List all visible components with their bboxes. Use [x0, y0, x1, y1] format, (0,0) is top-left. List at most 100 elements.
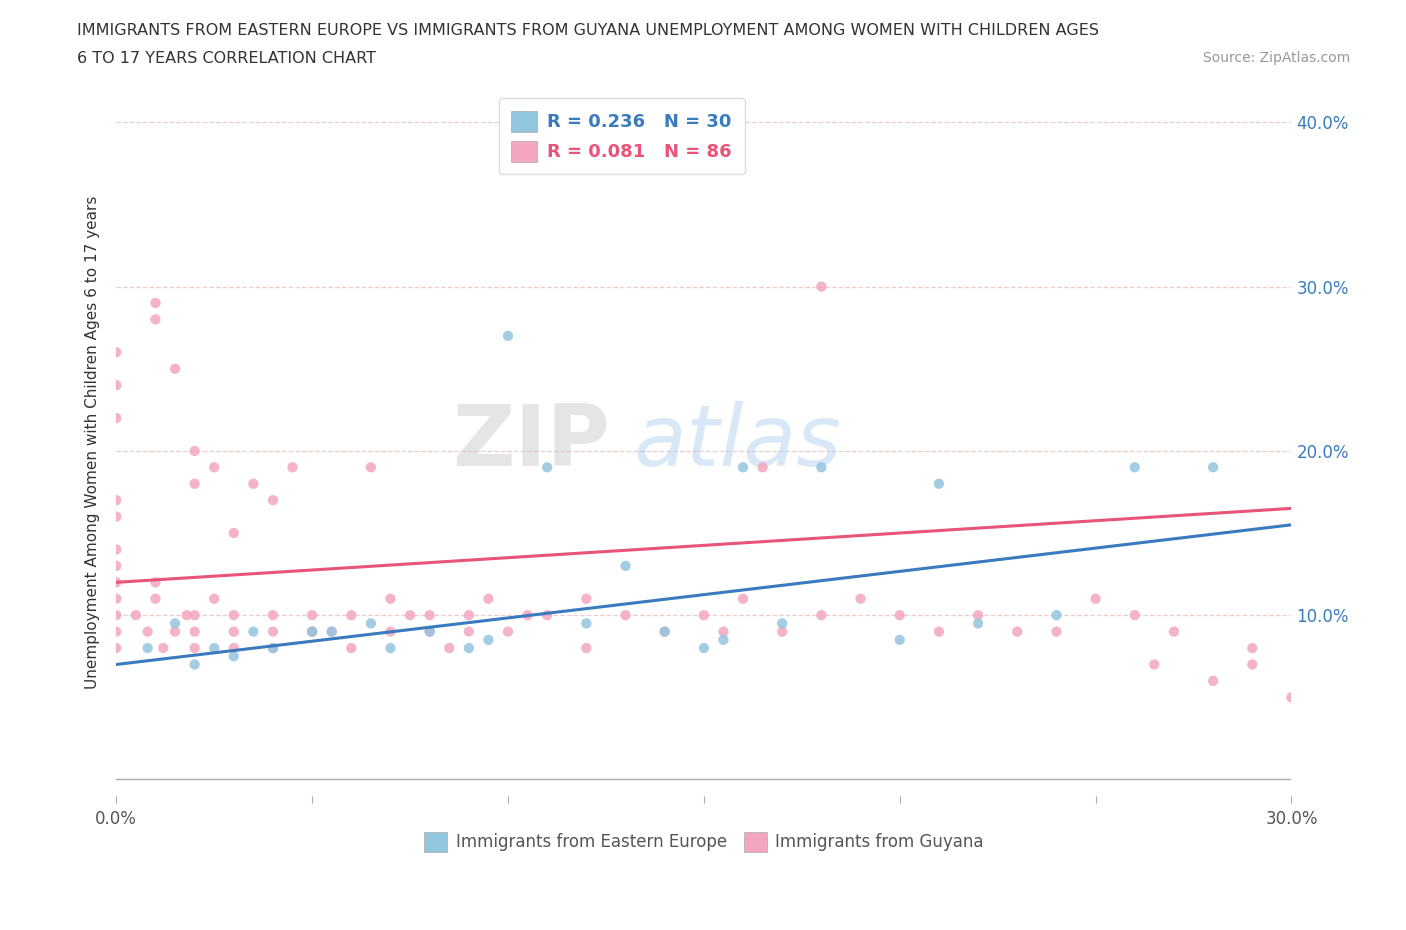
Point [176, 607, 198, 622]
Point [419, 607, 441, 622]
Y-axis label: Unemployment Among Women with Children Ages 6 to 17 years: Unemployment Among Women with Children A… [86, 196, 100, 689]
Point [380, 591, 402, 606]
Point [105, 575, 128, 590]
Point [105, 641, 128, 656]
Point [183, 444, 205, 458]
Point [477, 632, 499, 647]
Point [202, 459, 225, 474]
Point [136, 641, 159, 656]
Point [889, 632, 911, 647]
Point [1241, 641, 1264, 656]
Point [105, 558, 128, 573]
Point [575, 616, 598, 631]
Point [1241, 657, 1264, 671]
Point [262, 607, 284, 622]
Point [136, 624, 159, 639]
Point [457, 607, 479, 622]
Point [889, 607, 911, 622]
Point [262, 641, 284, 656]
Point [145, 575, 167, 590]
Text: 6 TO 17 YEARS CORRELATION CHART: 6 TO 17 YEARS CORRELATION CHART [77, 51, 377, 66]
Point [340, 607, 363, 622]
Point [105, 624, 128, 639]
Point [1045, 624, 1067, 639]
Point [105, 345, 128, 360]
Point [731, 459, 754, 474]
Point [145, 591, 167, 606]
Point [457, 641, 479, 656]
Point [242, 476, 264, 491]
Point [222, 525, 245, 540]
Point [105, 378, 128, 392]
Point [575, 591, 598, 606]
Point [262, 624, 284, 639]
Point [928, 624, 950, 639]
Point [439, 641, 461, 656]
Point [1202, 673, 1225, 688]
Text: IMMIGRANTS FROM EASTERN EUROPE VS IMMIGRANTS FROM GUYANA UNEMPLOYMENT AMONG WOME: IMMIGRANTS FROM EASTERN EUROPE VS IMMIGR… [77, 23, 1099, 38]
Point [770, 624, 793, 639]
Point [163, 616, 186, 631]
Point [399, 607, 422, 622]
Point [477, 591, 499, 606]
Point [360, 459, 382, 474]
Point [183, 607, 205, 622]
Point [301, 624, 323, 639]
Point [281, 459, 304, 474]
Text: ZIP: ZIP [453, 401, 610, 485]
Point [967, 616, 990, 631]
Point [380, 624, 402, 639]
Point [1007, 624, 1029, 639]
Point [810, 607, 832, 622]
Point [654, 624, 676, 639]
Point [183, 657, 205, 671]
Point [693, 641, 716, 656]
Point [380, 641, 402, 656]
Point [654, 624, 676, 639]
Point [731, 591, 754, 606]
Point [222, 641, 245, 656]
Point [713, 624, 735, 639]
Point [614, 607, 637, 622]
Point [202, 591, 225, 606]
Point [105, 607, 128, 622]
Point [536, 459, 558, 474]
Point [1143, 657, 1166, 671]
Point [496, 328, 519, 343]
Point [301, 607, 323, 622]
Point [614, 558, 637, 573]
Point [183, 476, 205, 491]
Point [1084, 591, 1107, 606]
Point [152, 641, 174, 656]
Point [202, 641, 225, 656]
Point [301, 624, 323, 639]
Point [693, 607, 716, 622]
Point [693, 148, 716, 163]
Point [770, 616, 793, 631]
Point [262, 493, 284, 508]
Point [1163, 624, 1185, 639]
Point [1202, 459, 1225, 474]
Text: Source: ZipAtlas.com: Source: ZipAtlas.com [1202, 51, 1350, 65]
Point [496, 624, 519, 639]
Point [105, 542, 128, 557]
Point [751, 459, 773, 474]
Point [1281, 690, 1303, 705]
Point [321, 624, 343, 639]
Point [810, 279, 832, 294]
Point [105, 493, 128, 508]
Point [145, 312, 167, 326]
Point [810, 459, 832, 474]
Point [262, 641, 284, 656]
Point [516, 607, 538, 622]
Point [105, 410, 128, 425]
Point [928, 476, 950, 491]
Point [321, 624, 343, 639]
Point [183, 624, 205, 639]
Point [419, 624, 441, 639]
Point [163, 361, 186, 376]
Point [222, 624, 245, 639]
Point [340, 641, 363, 656]
Point [536, 607, 558, 622]
Point [125, 607, 148, 622]
